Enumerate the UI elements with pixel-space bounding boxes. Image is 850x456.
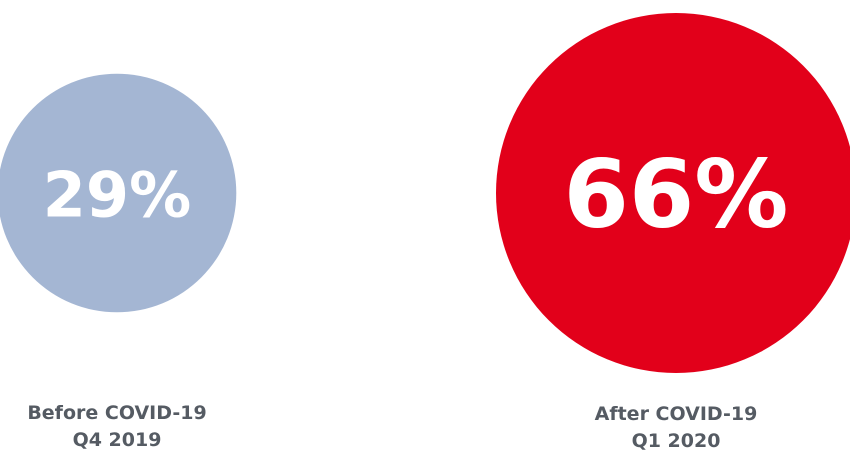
bubble-before-circle [0, 73, 237, 313]
bubble-after-circle [496, 13, 850, 373]
label-before-quarter: Q4 2019 [73, 429, 162, 451]
label-after-period: After COVID-19 [595, 403, 758, 425]
label-before-period: Before COVID-19 [27, 402, 206, 424]
bubble-before: 29% [0, 73, 237, 313]
bubble-after-value: 66% [564, 141, 789, 250]
label-after-quarter: Q1 2020 [632, 430, 721, 452]
bubble-before-value: 29% [43, 159, 191, 232]
bubble-after: 66% [496, 13, 850, 373]
